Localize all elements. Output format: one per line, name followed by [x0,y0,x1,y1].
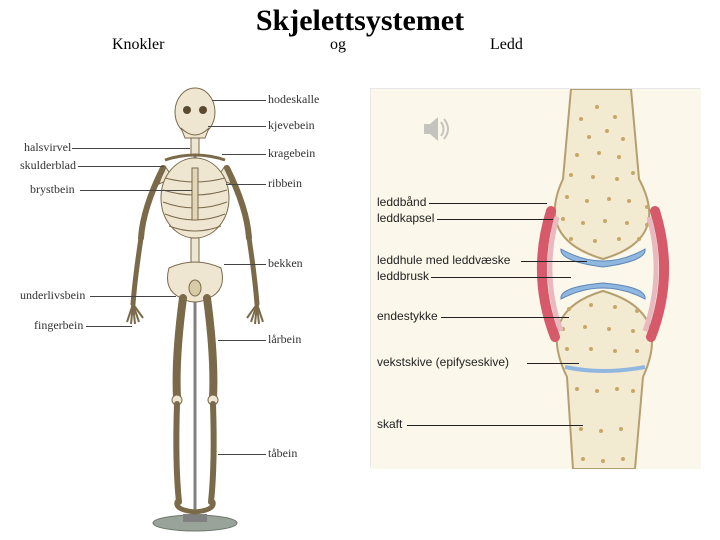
label-leddkapsel: leddkapsel [377,211,434,225]
leader [208,126,266,127]
audio-icon[interactable] [418,112,452,146]
skeleton-panel: halsvirvel skulderblad brystbein underli… [20,78,360,538]
leader [212,100,266,101]
leader [218,454,266,455]
leader [226,184,266,185]
label-endestykke: endestykke [377,309,438,323]
label-skulderblad: skulderblad [20,158,76,173]
label-hodeskalle: hodeskalle [268,92,319,107]
leader [521,261,587,262]
leader [222,154,266,155]
leader [72,148,190,149]
label-kragebein: kragebein [268,146,315,161]
subtitle-right: Ledd [490,36,523,54]
leader [429,203,547,204]
subtitle-mid: og [330,36,346,54]
label-laarbein: lårbein [268,332,301,347]
label-leddhule: leddhule med leddvæske [377,253,510,267]
label-leddbrusk: leddbrusk [377,269,429,283]
leader [90,296,176,297]
leader [218,340,266,341]
subtitle-left: Knokler [112,36,164,54]
label-underlivsbein: underlivsbein [20,288,85,303]
label-leddbaand: leddbånd [377,195,426,209]
label-skaft: skaft [377,417,402,431]
leader [437,219,553,220]
leader [407,425,583,426]
leader [527,363,579,364]
leader [80,190,192,191]
label-halsvirvel: halsvirvel [24,140,71,155]
page-title: Skjelettsystemet [0,0,720,38]
leader [431,277,571,278]
leader [86,326,132,327]
label-bekken: bekken [268,256,303,271]
label-ribbein: ribbein [268,176,302,191]
leader [78,166,164,167]
leader [441,317,569,318]
label-fingerbein: fingerbein [34,318,83,333]
label-vekstskive: vekstskive (epifyseskive) [377,355,509,369]
leader [224,264,266,265]
label-taabein: tåbein [268,446,297,461]
label-brystbein: brystbein [30,182,75,197]
label-kjevebein: kjevebein [268,118,315,133]
